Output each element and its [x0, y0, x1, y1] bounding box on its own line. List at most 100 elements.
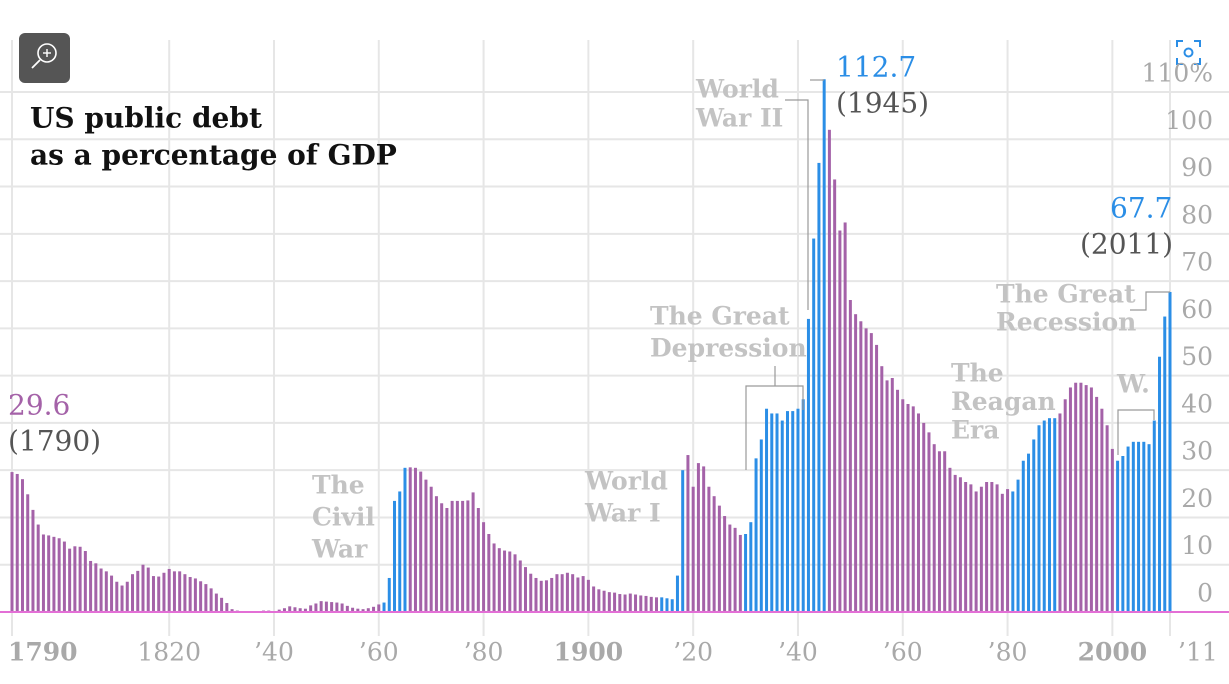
bar: [964, 482, 968, 612]
annotation: Depression: [650, 334, 807, 363]
bar: [83, 551, 87, 612]
value-label: 112.7: [836, 51, 916, 84]
bar: [843, 222, 847, 613]
bracket: [1130, 291, 1170, 311]
bar: [539, 580, 543, 612]
bar: [193, 578, 197, 612]
value-label: 29.6: [8, 389, 70, 422]
chart-title: US public debt: [30, 102, 262, 135]
bar: [1168, 291, 1172, 612]
focus-icon-dot[interactable]: [1183, 47, 1194, 58]
annotation: (1790): [8, 425, 101, 458]
bar: [660, 597, 664, 612]
bar: [544, 580, 548, 612]
bar: [1121, 456, 1125, 612]
bar: [120, 585, 124, 612]
y-tick-label: 100: [1165, 106, 1213, 135]
bar: [990, 482, 994, 612]
annotation: The Great: [650, 302, 790, 331]
bar: [89, 560, 93, 612]
annotation: War II: [695, 104, 783, 133]
bar: [393, 500, 397, 612]
bar: [922, 422, 926, 612]
bar: [943, 451, 947, 612]
bar: [1037, 425, 1041, 612]
bar: [759, 439, 763, 612]
y-tick-label: 70: [1181, 248, 1213, 277]
bar: [125, 581, 129, 612]
bar: [293, 607, 297, 612]
bar: [288, 606, 292, 612]
bar: [607, 592, 611, 612]
bar: [524, 567, 528, 612]
bar: [73, 546, 77, 612]
bar: [827, 129, 831, 612]
x-tick-label: ’11: [1178, 638, 1218, 667]
bar: [183, 574, 187, 612]
bar: [1147, 444, 1151, 612]
bar: [985, 482, 989, 612]
bar: [534, 577, 538, 612]
bracket: [785, 99, 809, 310]
annotation: Recession: [996, 308, 1136, 337]
bar: [424, 479, 428, 612]
x-tick-label: ’80: [464, 638, 504, 667]
bar: [1079, 382, 1083, 612]
focus-icon[interactable]: [1176, 40, 1201, 65]
y-tick-label: 80: [1181, 200, 1213, 229]
bar: [387, 577, 391, 612]
bar: [1032, 439, 1036, 612]
bar: [712, 496, 716, 612]
bar: [403, 467, 407, 612]
y-tick-label: 0: [1197, 579, 1213, 608]
bar: [854, 314, 858, 612]
annotation: (1945): [836, 87, 929, 120]
x-tick-label: ’40: [254, 638, 294, 667]
bar: [649, 596, 653, 612]
bar: [382, 602, 386, 612]
bar: [78, 546, 82, 612]
bar: [644, 595, 648, 612]
bar: [571, 574, 575, 612]
y-tick-label: 10: [1181, 531, 1213, 560]
bar: [681, 470, 685, 612]
bar: [230, 609, 234, 612]
bar: [1158, 356, 1162, 612]
x-tick-label: ’80: [988, 638, 1028, 667]
bar: [696, 463, 700, 612]
bar: [188, 577, 192, 612]
bar: [1047, 418, 1051, 612]
bar: [20, 479, 24, 612]
annotation: Era: [951, 416, 999, 445]
zoom-icon: [31, 59, 41, 69]
bar: [513, 554, 517, 612]
chart-title: as a percentage of GDP: [30, 139, 397, 172]
focus-icon-frame[interactable]: [1176, 40, 1201, 65]
bar: [623, 594, 627, 612]
bar: [440, 503, 444, 612]
bar: [597, 589, 601, 612]
bar: [377, 604, 381, 612]
bar: [979, 486, 983, 612]
zoom-button[interactable]: [19, 33, 70, 83]
bar: [141, 564, 145, 612]
bar: [1137, 441, 1141, 612]
bar: [1042, 420, 1046, 612]
zoom-button-bg[interactable]: [19, 33, 70, 83]
bar: [770, 413, 774, 612]
bar: [744, 534, 748, 612]
bar: [864, 328, 868, 612]
bar: [791, 411, 795, 612]
bar: [319, 601, 323, 612]
bar: [529, 573, 533, 612]
bar: [1027, 453, 1031, 612]
bar: [408, 467, 412, 612]
bar: [340, 603, 344, 612]
bar: [702, 466, 706, 612]
y-tick-label: 60: [1181, 295, 1213, 324]
bar: [57, 538, 61, 612]
bar: [560, 574, 564, 612]
x-tick-label: ’60: [883, 638, 923, 667]
annotation: The Great: [996, 280, 1136, 309]
